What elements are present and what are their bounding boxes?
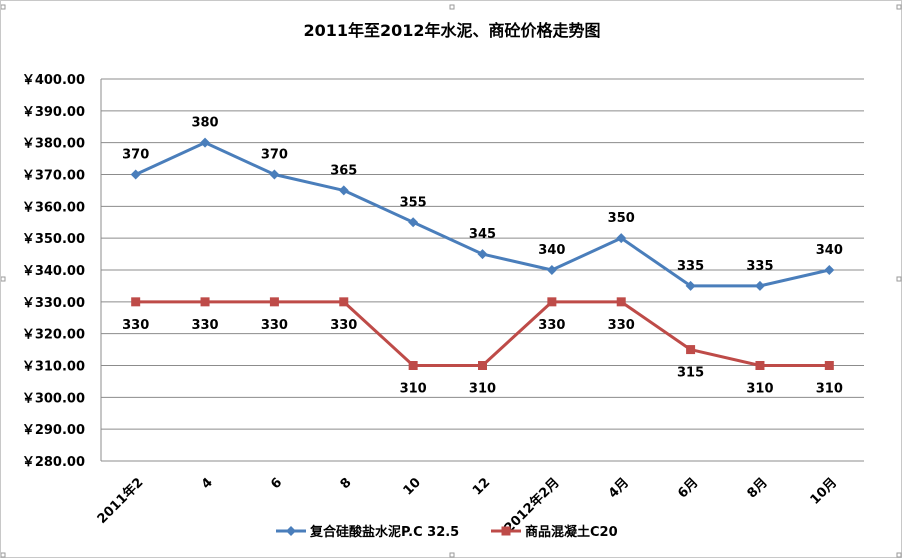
y-tick-label: ￥280.00 — [22, 455, 85, 470]
series-1-marker — [200, 137, 211, 148]
data-label: 350 — [608, 211, 635, 226]
series-1-marker — [824, 265, 835, 275]
y-tick-label: ￥300.00 — [22, 391, 85, 406]
data-label: 335 — [677, 259, 704, 274]
y-tick-label: ￥290.00 — [22, 423, 85, 438]
resize-handle[interactable] — [896, 276, 902, 282]
data-label: 330 — [261, 318, 288, 333]
data-label: 355 — [400, 195, 427, 210]
resize-handle[interactable] — [896, 4, 902, 10]
series-2-marker — [478, 361, 487, 370]
data-label: 330 — [191, 318, 218, 333]
series-1-marker — [754, 280, 765, 291]
data-label: 370 — [122, 148, 149, 163]
data-label: 330 — [608, 318, 635, 333]
series-2-marker — [824, 361, 834, 370]
x-tick-label: 4 — [199, 475, 216, 492]
y-tick-label: ￥380.00 — [22, 137, 85, 152]
resize-handle[interactable] — [449, 552, 455, 558]
series-2-marker — [686, 345, 696, 355]
data-label: 310 — [400, 382, 427, 397]
y-tick-label: ￥370.00 — [22, 169, 85, 184]
resize-handle[interactable] — [1, 276, 6, 282]
series-2-marker — [616, 297, 626, 307]
x-tick-label: 4月 — [606, 475, 632, 501]
y-tick-label: ￥340.00 — [22, 264, 85, 279]
x-tick-label: 12 — [470, 475, 493, 498]
y-tick-label: ￥390.00 — [22, 105, 85, 120]
x-tick-label: 8月 — [745, 475, 771, 501]
resize-handle[interactable] — [896, 552, 902, 558]
x-tick-label: 6月 — [675, 475, 701, 501]
data-label: 310 — [816, 382, 843, 397]
x-tick-label: 6 — [268, 475, 285, 492]
data-label: 330 — [538, 318, 565, 333]
series-2-marker — [547, 297, 557, 307]
data-label: 370 — [261, 148, 288, 163]
y-tick-label: ￥400.00 — [22, 73, 85, 88]
series-1-marker — [546, 265, 557, 275]
y-tick-label: ￥330.00 — [22, 296, 85, 311]
chart-title: 2011年至2012年水泥、商砼价格走势图 — [303, 21, 600, 40]
series-line-1 — [135, 141, 830, 288]
y-tick-label: ￥350.00 — [22, 232, 85, 247]
y-tick-label: ￥360.00 — [22, 200, 85, 215]
resize-handle[interactable] — [1, 552, 6, 558]
legend-label-1: 复合硅酸盐水泥P.C 32.5 — [309, 524, 459, 540]
legend-label-2: 商品混凝土C20 — [525, 524, 618, 540]
data-label: 365 — [330, 163, 357, 178]
series-1-marker — [338, 185, 349, 196]
data-label: 340 — [816, 243, 843, 258]
data-label: 335 — [746, 259, 773, 274]
resize-handle[interactable] — [449, 4, 455, 10]
series-1-marker — [685, 280, 696, 291]
y-tick-label: ￥310.00 — [22, 360, 85, 375]
gridlines — [100, 78, 864, 462]
series-1-marker — [477, 249, 488, 260]
series-2-marker — [131, 297, 141, 307]
series-1-marker — [616, 233, 627, 244]
y-tick-label: ￥320.00 — [22, 328, 85, 343]
x-axis-tick-labels: 2011年2 4 6 8 10 12 2012年2月 4月 6月 8月 10月 — [94, 475, 840, 537]
legend-marker-1 — [286, 526, 296, 536]
x-tick-label: 8 — [338, 475, 355, 492]
data-label: 310 — [469, 382, 496, 397]
resize-handle[interactable] — [1, 4, 6, 10]
data-labels: 370 380 370 365 355 345 340 350 335 335 340 330 330 3… — [122, 116, 843, 397]
y-axis-tick-labels: ￥400.00 ￥390.00 ￥380.00 ￥370.00 ￥360.00 ￥350.… — [22, 73, 85, 470]
x-tick-label: 2011年2 — [94, 475, 146, 527]
legend-marker-2 — [501, 526, 511, 536]
series-2-marker — [408, 361, 418, 370]
x-tick-label: 10 — [401, 475, 424, 498]
series-2-marker — [339, 297, 349, 307]
series-lines — [130, 137, 835, 370]
series-1-marker — [269, 169, 280, 180]
series-1-marker — [130, 169, 141, 180]
data-label: 330 — [122, 318, 149, 333]
resize-handles — [1, 4, 902, 558]
data-label: 340 — [538, 243, 565, 258]
data-label: 345 — [469, 227, 496, 242]
data-label: 380 — [191, 116, 218, 131]
series-2-marker — [269, 297, 279, 307]
x-tick-label: 10月 — [808, 475, 841, 508]
data-label: 315 — [677, 366, 704, 381]
series-2-marker — [200, 297, 210, 307]
series-1-marker — [408, 217, 419, 228]
data-label: 310 — [746, 382, 773, 397]
legend: 复合硅酸盐水泥P.C 32.5 商品混凝土C20 — [276, 524, 618, 540]
data-label: 330 — [330, 318, 357, 333]
series-2-marker — [755, 361, 765, 370]
